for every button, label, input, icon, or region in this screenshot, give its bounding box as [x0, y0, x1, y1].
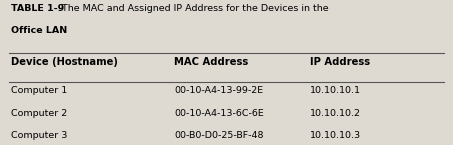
Text: 00-10-A4-13-6C-6E: 00-10-A4-13-6C-6E [174, 109, 264, 118]
Text: Computer 1: Computer 1 [11, 86, 67, 95]
Text: Computer 3: Computer 3 [11, 131, 67, 140]
Text: IP Address: IP Address [310, 57, 371, 67]
Text: 10.10.10.2: 10.10.10.2 [310, 109, 361, 118]
Text: 10.10.10.3: 10.10.10.3 [310, 131, 361, 140]
Text: 00-10-A4-13-99-2E: 00-10-A4-13-99-2E [174, 86, 264, 95]
Text: 00-B0-D0-25-BF-48: 00-B0-D0-25-BF-48 [174, 131, 264, 140]
Text: 10.10.10.1: 10.10.10.1 [310, 86, 361, 95]
Text: Office LAN: Office LAN [11, 26, 67, 35]
Text: MAC Address: MAC Address [174, 57, 249, 67]
Text: TABLE 1-9: TABLE 1-9 [11, 4, 65, 13]
Text: Computer 2: Computer 2 [11, 109, 67, 118]
Text: The MAC and Assigned IP Address for the Devices in the: The MAC and Assigned IP Address for the … [53, 4, 328, 13]
Text: Device (Hostname): Device (Hostname) [11, 57, 118, 67]
